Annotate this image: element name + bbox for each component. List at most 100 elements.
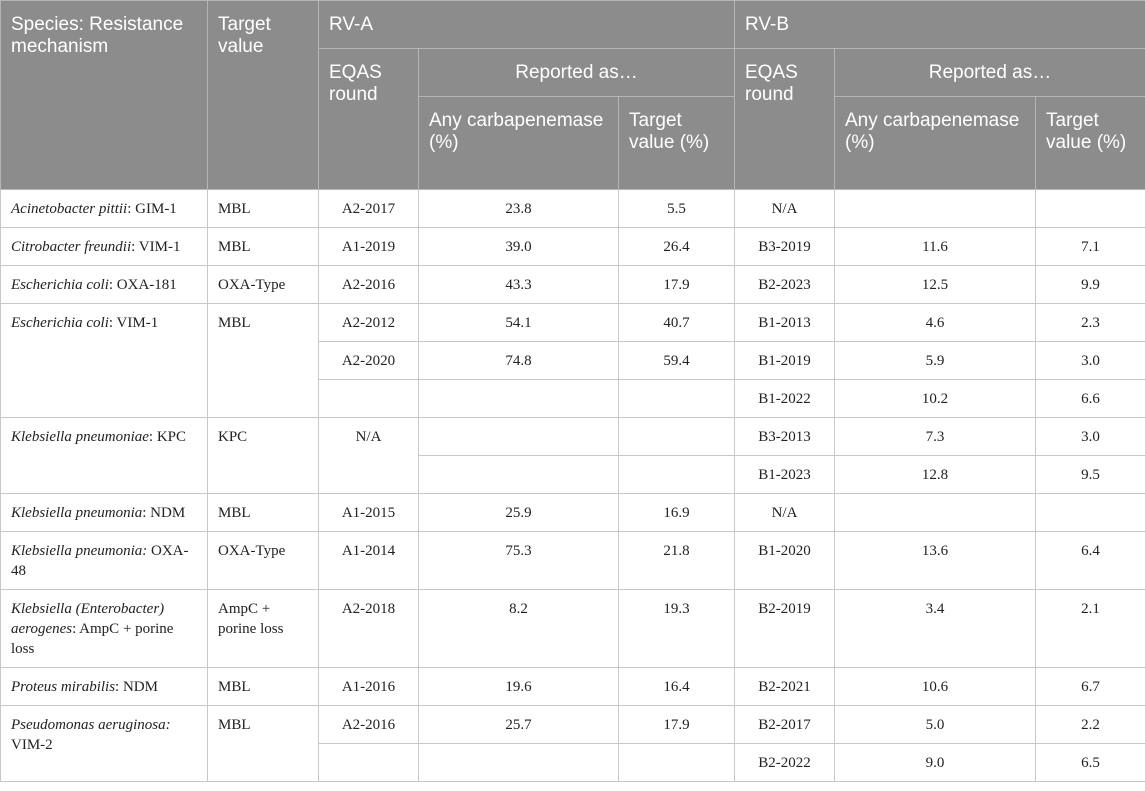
species-name: Acinetobacter pittii	[11, 201, 128, 217]
species-cell: Escherichia coli: OXA-181	[0, 265, 208, 304]
a-eqas-round-cell: A2-2016	[318, 265, 419, 304]
species-name: Escherichia coli	[11, 277, 109, 293]
b-target-value-cell: 9.9	[1035, 265, 1145, 304]
b-any-carbapenemase-cell: 7.3	[834, 417, 1036, 456]
b-target-value-cell: 7.1	[1035, 227, 1145, 266]
b-any-carbapenemase-cell: 13.6	[834, 531, 1036, 590]
b-target-value-cell: 2.2	[1035, 705, 1145, 744]
a-target-value-cell: 17.9	[618, 705, 735, 744]
b-target-value-cell: 6.7	[1035, 667, 1145, 706]
species-cell: Proteus mirabilis: NDM	[0, 667, 208, 706]
b-any-carbapenemase-cell: 4.6	[834, 303, 1036, 342]
b-any-carbapenemase-cell: 12.5	[834, 265, 1036, 304]
species-name: Proteus mirabilis	[11, 679, 116, 695]
b-any-carbapenemase-cell: 3.4	[834, 589, 1036, 668]
a-target-value-cell	[618, 379, 735, 418]
table-row: Escherichia coli: OXA-181 OXA-Type A2-20…	[0, 265, 1145, 304]
table-row: Pseudomonas aeruginosa: VIM-2 MBL A2-201…	[0, 705, 1145, 782]
a-target-value-cell: 26.4	[618, 227, 735, 266]
target-value-cell: KPC	[207, 417, 319, 494]
b-eqas-round-cell: B3-2013	[734, 417, 835, 456]
b-target-value-cell: 9.5	[1035, 455, 1145, 494]
header-rv-b: RV-B	[734, 0, 1145, 49]
b-target-value-cell	[1035, 493, 1145, 532]
a-any-carbapenemase-cell: 25.7	[418, 705, 619, 744]
target-value-cell: OXA-Type	[207, 265, 319, 304]
b-target-value-cell: 6.6	[1035, 379, 1145, 418]
species-name: Klebsiella pneumoniae	[11, 429, 149, 445]
species-name: Pseudomonas aeruginosa:	[11, 717, 171, 733]
a-target-value-cell: 21.8	[618, 531, 735, 590]
a-any-carbapenemase-cell	[418, 417, 619, 456]
species-cell: Citrobacter freundii: VIM-1	[0, 227, 208, 266]
b-eqas-round-cell: B2-2022	[734, 743, 835, 782]
a-eqas-round-cell: A1-2016	[318, 667, 419, 706]
table-row: B1-2023 12.8 9.5	[1, 455, 1145, 494]
a-target-value-cell: 17.9	[618, 265, 735, 304]
species-cell: Klebsiella pneumonia: NDM	[0, 493, 208, 532]
a-any-carbapenemase-cell: 43.3	[418, 265, 619, 304]
a-eqas-round-cell: A1-2015	[318, 493, 419, 532]
b-eqas-round-cell: B2-2017	[734, 705, 835, 744]
b-any-carbapenemase-cell: 10.6	[834, 667, 1036, 706]
a-any-carbapenemase-cell	[418, 379, 619, 418]
header-a-eqas-round: EQAS round	[318, 48, 419, 190]
header-b-target-value-pct: Target value (%)	[1035, 96, 1145, 190]
b-eqas-round-cell: B2-2023	[734, 265, 835, 304]
mechanism: : OXA-181	[108, 277, 177, 293]
a-eqas-round-cell: N/A	[318, 417, 419, 494]
b-eqas-round-cell: N/A	[734, 493, 835, 532]
species-cell: Pseudomonas aeruginosa: VIM-2	[0, 705, 208, 782]
species-cell: Klebsiella (Enterobacter) aerogenes: Amp…	[0, 589, 208, 668]
a-target-value-cell	[618, 743, 735, 782]
a-any-carbapenemase-cell	[418, 455, 619, 494]
b-eqas-round-cell: B2-2019	[734, 589, 835, 668]
b-any-carbapenemase-cell: 11.6	[834, 227, 1036, 266]
b-any-carbapenemase-cell: 9.0	[834, 743, 1036, 782]
target-value-cell: MBL	[207, 493, 319, 532]
mechanism: OXA-48	[11, 543, 189, 579]
header-a-any-carbapenemase: Any carbapenemase (%)	[418, 96, 619, 190]
target-value-cell: AmpC + porine loss	[207, 589, 319, 668]
header-a-target-value-pct: Target value (%)	[618, 96, 735, 190]
a-target-value-cell: 16.4	[618, 667, 735, 706]
header-b-any-carbapenemase: Any carbapenemase (%)	[834, 96, 1036, 190]
mechanism: : VIM-1	[131, 239, 181, 255]
table-row: A2-2020 74.8 59.4 B1-2019 5.9 3.0	[1, 341, 1145, 380]
a-eqas-round-cell: A2-2020	[318, 341, 419, 380]
mechanism: : VIM-1	[108, 315, 159, 331]
target-value-cell: MBL	[207, 705, 319, 782]
species-cell: Klebsiella pneumoniae: KPC	[0, 417, 208, 494]
target-value-cell: MBL	[207, 667, 319, 706]
b-target-value-cell: 6.4	[1035, 531, 1145, 590]
b-any-carbapenemase-cell: 10.2	[834, 379, 1036, 418]
a-any-carbapenemase-cell: 8.2	[418, 589, 619, 668]
table-row: B2-2022 9.0 6.5	[1, 743, 1145, 782]
species-cell: Escherichia coli: VIM-1	[0, 303, 208, 418]
species-name: Klebsiella (Enterobacter) aerogenes	[11, 601, 165, 637]
b-target-value-cell: 3.0	[1035, 417, 1145, 456]
species-name: Klebsiella pneumonia:	[11, 543, 148, 559]
table-row: Klebsiella pneumonia: OXA-48 OXA-Type A1…	[0, 531, 1145, 590]
a-target-value-cell	[618, 417, 735, 456]
a-eqas-round-cell: A2-2016	[318, 705, 419, 744]
table-row: Klebsiella pneumoniae: KPC KPC N/A B3-20…	[0, 417, 1145, 494]
b-eqas-round-cell: B1-2013	[734, 303, 835, 342]
table-row: Proteus mirabilis: NDM MBL A1-2016 19.6 …	[0, 667, 1145, 706]
species-name: Klebsiella pneumonia	[11, 505, 143, 521]
b-any-carbapenemase-cell	[834, 189, 1036, 228]
b-eqas-round-cell: B1-2022	[734, 379, 835, 418]
a-eqas-round-cell: A2-2012	[318, 303, 419, 342]
table-row: Citrobacter freundii: VIM-1 MBL A1-2019 …	[0, 227, 1145, 266]
a-any-carbapenemase-cell: 54.1	[418, 303, 619, 342]
target-value-cell: OXA-Type	[207, 531, 319, 590]
a-any-carbapenemase-cell: 75.3	[418, 531, 619, 590]
a-target-value-cell: 5.5	[618, 189, 735, 228]
a-eqas-round-cell: A2-2018	[318, 589, 419, 668]
a-eqas-round-cell	[318, 379, 419, 418]
b-target-value-cell	[1035, 189, 1145, 228]
mechanism: : AmpC + porine loss	[11, 621, 174, 657]
table-row: Escherichia coli: VIM-1 MBL A2-2012 54.1…	[0, 303, 1145, 418]
mechanism: : KPC	[148, 429, 187, 445]
